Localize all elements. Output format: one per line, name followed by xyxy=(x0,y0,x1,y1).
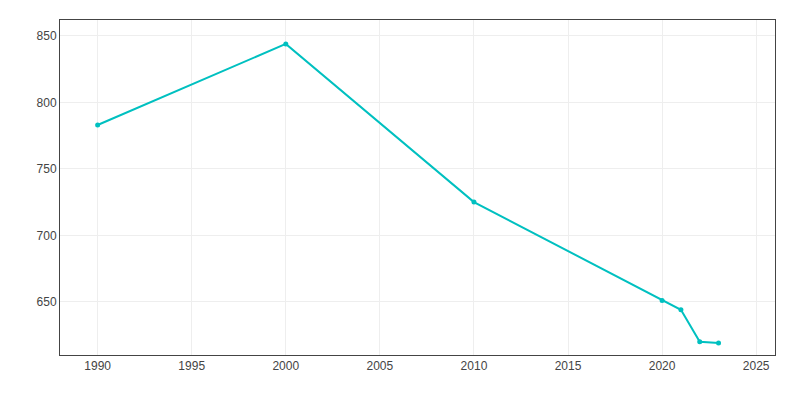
svg-text:700: 700 xyxy=(37,229,57,243)
svg-text:2020: 2020 xyxy=(649,359,676,373)
svg-text:650: 650 xyxy=(37,295,57,309)
svg-text:750: 750 xyxy=(37,162,57,176)
svg-text:2000: 2000 xyxy=(272,359,299,373)
svg-text:850: 850 xyxy=(37,29,57,43)
svg-text:800: 800 xyxy=(37,96,57,110)
svg-text:2010: 2010 xyxy=(461,359,488,373)
svg-text:2015: 2015 xyxy=(555,359,582,373)
svg-text:1990: 1990 xyxy=(84,359,111,373)
svg-text:2025: 2025 xyxy=(743,359,770,373)
svg-text:2005: 2005 xyxy=(367,359,394,373)
svg-text:1995: 1995 xyxy=(178,359,205,373)
